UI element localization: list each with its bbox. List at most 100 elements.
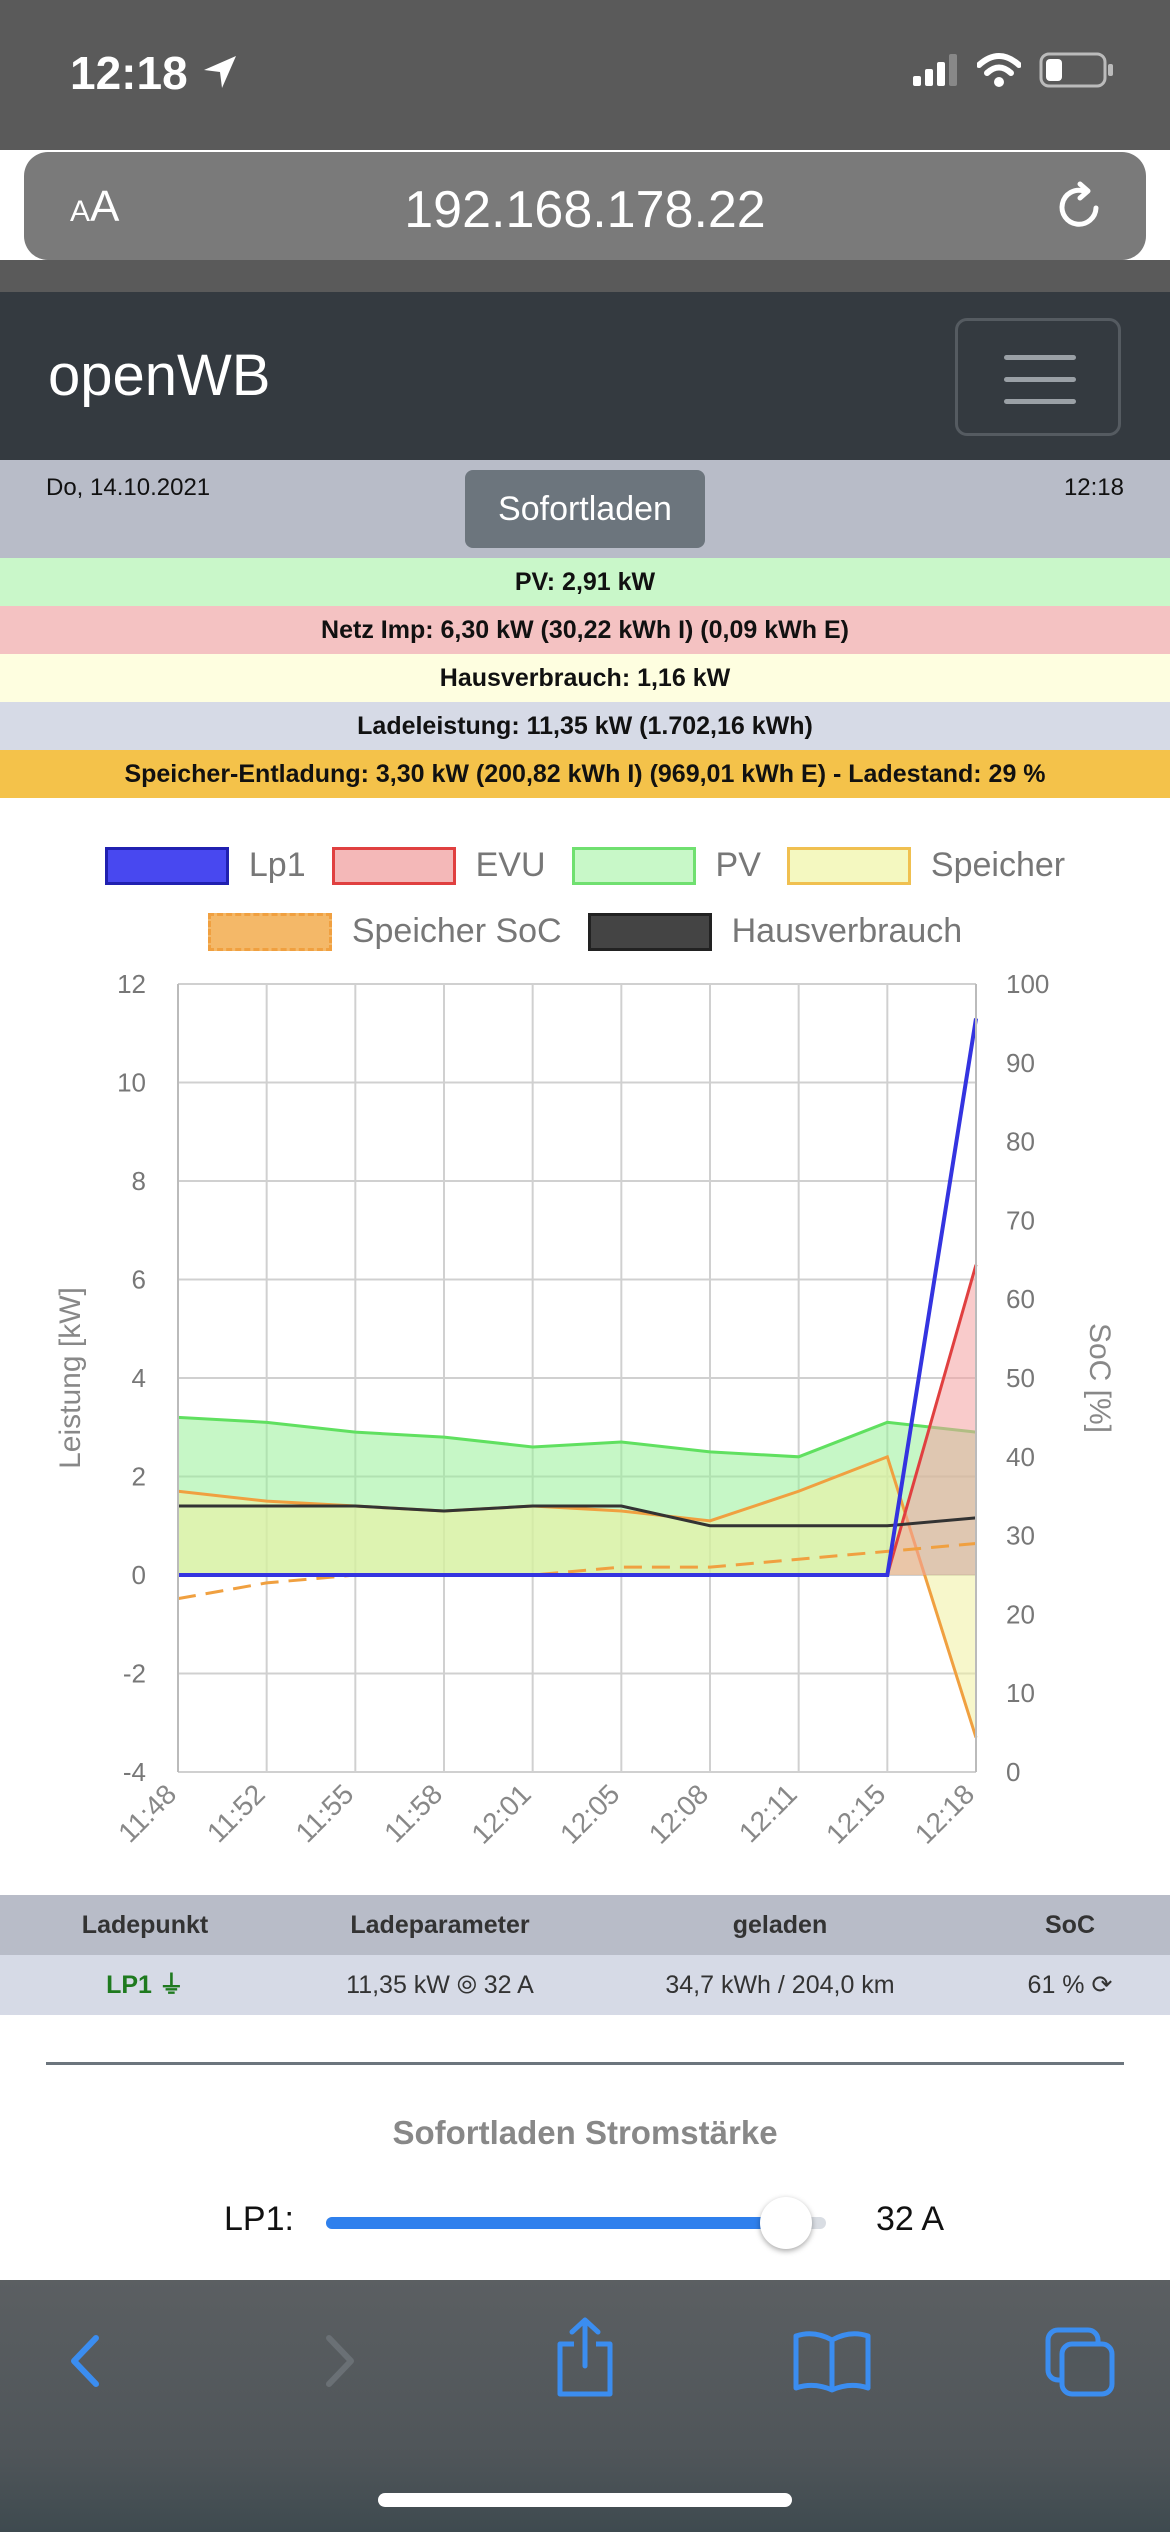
y-tick-label: -4 [123, 1757, 146, 1787]
hamburger-line [1004, 377, 1076, 382]
soc-text: 61 % [1027, 1971, 1085, 1999]
y2-tick-label: 90 [1006, 1048, 1035, 1078]
y2-tick-label: 60 [1006, 1284, 1035, 1314]
y-tick-label: 6 [132, 1265, 146, 1295]
legend-swatch [786, 846, 911, 885]
y2-tick-label: 40 [1006, 1442, 1035, 1472]
y-tick-label: 2 [132, 1462, 146, 1492]
url-text[interactable]: 192.168.178.22 [404, 181, 766, 239]
y2-tick-label: 100 [1006, 969, 1049, 999]
y2-tick-label: 30 [1006, 1521, 1035, 1551]
legend-hausverbrauch[interactable]: Hausverbrauch [587, 912, 963, 951]
y2-axis-label: SoC [%] [1083, 1323, 1116, 1433]
time-text: 12:18 [1063, 474, 1124, 501]
soc-value: 61 % ⟳ [990, 1955, 1150, 2015]
chart-legend-row-1: Lp1 EVU PV Speicher [0, 846, 1170, 885]
tabs-icon[interactable] [1044, 2326, 1118, 2400]
slider-title: Sofortladen Stromstärke [392, 2114, 778, 2151]
bookmarks-icon[interactable] [792, 2326, 872, 2396]
legend-evu[interactable]: EVU [331, 846, 546, 885]
x-tick-label: 11:48 [112, 1778, 182, 1848]
plug-icon: ⏚ [158, 1971, 184, 1999]
slider-label: LP1: [224, 2200, 294, 2238]
brand-logo-text[interactable]: openWB [48, 343, 271, 408]
legend-lp1[interactable]: Lp1 [104, 846, 306, 885]
y-axis-label: Leistung [kW] [54, 1287, 87, 1469]
ladeleistung-info: Ladeleistung: 11,35 kW (1.702,16 kWh) [0, 702, 1170, 750]
status-icons [913, 52, 1115, 88]
status-time: 12:18 [70, 47, 188, 99]
signal-icon [913, 54, 957, 86]
aa-label: A [90, 182, 120, 231]
x-tick-label: 11:58 [378, 1778, 448, 1848]
legend-speicher[interactable]: Speicher [786, 846, 1066, 885]
legend-swatch [331, 846, 456, 885]
legend-swatch [207, 912, 332, 951]
wifi-icon [977, 53, 1021, 87]
y2-tick-label: 0 [1006, 1757, 1020, 1787]
legend-soc[interactable]: Speicher SoC [207, 912, 562, 951]
date-text: Do, 14.10.2021 [46, 474, 211, 501]
col-ladepunkt: Ladepunkt [81, 1911, 209, 1939]
battery-icon [1039, 52, 1113, 88]
slider-value: 32 A [876, 2200, 945, 2238]
pv-info: PV: 2,91 kW [0, 558, 1170, 606]
browser-gap [0, 260, 1170, 292]
back-icon[interactable] [60, 2326, 110, 2396]
col-ladeparameter: Ladeparameter [350, 1911, 530, 1939]
y-tick-label: 0 [132, 1560, 146, 1590]
x-tick-label: 12:15 [820, 1778, 891, 1849]
date-mode-row: Do, 14.10.2021 Sofortladen 12:18 [0, 460, 1170, 558]
charge-mode-button[interactable]: Sofortladen [465, 470, 705, 548]
y2-tick-label: 70 [1006, 1205, 1035, 1235]
legend-label: Lp1 [248, 846, 306, 884]
y-tick-label: 12 [117, 969, 146, 999]
slider-fill [326, 2217, 786, 2229]
x-tick-label: 12:18 [909, 1778, 980, 1849]
y2-tick-label: 20 [1006, 1599, 1035, 1629]
legend-swatch [587, 912, 712, 951]
forward-icon[interactable] [315, 2326, 365, 2396]
y-tick-label: 10 [117, 1068, 146, 1098]
y-tick-label: 4 [132, 1363, 146, 1393]
col-geladen: geladen [732, 1911, 828, 1939]
chart-legend-row-2: Speicher SoC Hausverbrauch [0, 912, 1170, 951]
loadpoint-label: LP1 [106, 1971, 152, 1999]
y-tick-label: -2 [123, 1659, 146, 1689]
hausverbrauch-info: Hausverbrauch: 1,16 kW [0, 654, 1170, 702]
current-slider[interactable] [326, 2197, 826, 2249]
series-hausverbrauch-line [178, 1504, 977, 1528]
reload-icon[interactable] [1052, 180, 1106, 234]
x-tick-label: 12:01 [465, 1778, 536, 1849]
col-soc: SoC [1045, 1911, 1095, 1939]
browser-toolbar [0, 2280, 1170, 2532]
legend-label: EVU [475, 846, 546, 884]
divider [46, 2062, 1124, 2065]
refresh-soc-icon[interactable]: ⟳ [1091, 1971, 1113, 1999]
loadpoint-name[interactable]: LP1 ⏚ [40, 1955, 250, 2015]
series-soc-line [177, 1541, 977, 1601]
url-bar[interactable]: AA 192.168.178.22 [24, 152, 1146, 260]
legend-label: Speicher [930, 846, 1066, 884]
legend-pv[interactable]: PV [571, 846, 761, 885]
share-icon[interactable] [550, 2316, 620, 2400]
table-row[interactable]: LP1 ⏚ 11,35 kW ⦾ 32 A 34,7 kWh / 204,0 k… [0, 1955, 1170, 2015]
legend-label: Hausverbrauch [731, 912, 963, 950]
charge-parameter: 11,35 kW ⦾ 32 A [346, 1971, 534, 1999]
loadpoint-table-header: Ladepunkt Ladeparameter geladen SoC [0, 1895, 1170, 1955]
power-chart: 12 10 8 6 4 2 0 -2 -4 11:48 11:52 11:55 11:58 12:01 12… [0, 950, 1170, 1880]
netz-info: Netz Imp: 6,30 kW (30,22 kWh I) (0,09 kW… [0, 606, 1170, 654]
speicher-info: Speicher-Entladung: 3,30 kW (200,82 kWh … [0, 750, 1170, 798]
x-tick-label: 12:05 [554, 1778, 625, 1849]
menu-button[interactable] [955, 318, 1121, 436]
x-tick-label: 11:55 [290, 1778, 360, 1848]
hamburger-icon [1004, 355, 1076, 360]
legend-label: PV [715, 846, 761, 884]
y2-tick-label: 80 [1006, 1127, 1035, 1157]
x-tick-label: 12:08 [643, 1778, 714, 1849]
y-tick-label: 8 [132, 1166, 146, 1196]
legend-swatch [571, 846, 696, 885]
reader-options-button[interactable]: AA [70, 182, 120, 231]
slider-thumb[interactable] [760, 2197, 812, 2249]
navbar: openWB [0, 292, 1170, 460]
